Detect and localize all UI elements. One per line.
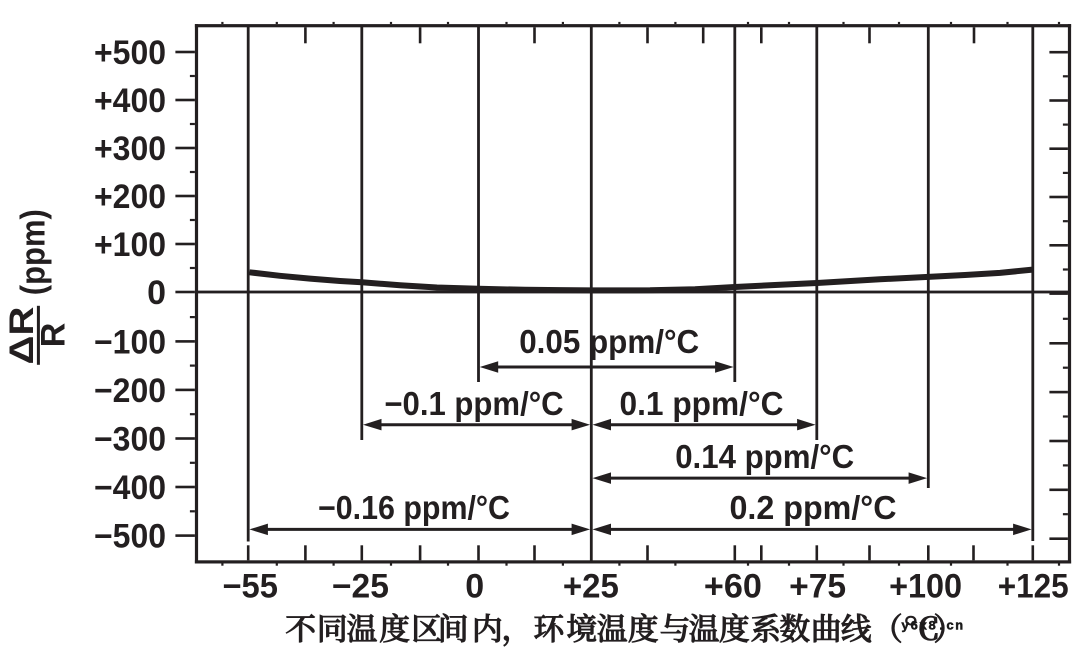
svg-text:+75: +75	[789, 568, 846, 606]
svg-text:+400: +400	[94, 82, 166, 120]
svg-text:0.05 ppm/°C: 0.05 ppm/°C	[519, 323, 699, 360]
svg-text:−200: −200	[94, 372, 166, 410]
svg-text:+25: +25	[563, 568, 619, 606]
svg-text:+100: +100	[889, 568, 962, 606]
svg-text:0: 0	[465, 568, 484, 606]
svg-text:0.14 ppm/°C: 0.14 ppm/°C	[675, 438, 854, 475]
svg-text:−500: −500	[94, 518, 166, 556]
svg-text:−400: −400	[94, 469, 166, 507]
svg-text:+300: +300	[94, 130, 166, 168]
svg-text:−300: −300	[94, 421, 166, 459]
svg-text:−0.1 ppm/°C: −0.1 ppm/°C	[384, 385, 563, 422]
svg-text:+500: +500	[94, 34, 166, 72]
svg-text:ΔR: ΔR	[3, 307, 41, 365]
svg-text:−25: −25	[332, 568, 389, 606]
svg-text:+125: +125	[998, 568, 1069, 606]
svg-text:y6x8.cn: y6x8.cn	[901, 619, 964, 634]
svg-text:−100: −100	[94, 323, 166, 361]
svg-text:0: 0	[147, 274, 166, 312]
svg-text:0.2 ppm/°C: 0.2 ppm/°C	[730, 489, 897, 526]
svg-text:(ppm): (ppm)	[15, 209, 53, 295]
svg-text:+200: +200	[94, 178, 166, 216]
svg-text:R: R	[35, 323, 73, 348]
svg-text:+100: +100	[94, 226, 166, 264]
svg-text:+60: +60	[704, 568, 762, 606]
svg-text:0.1 ppm/°C: 0.1 ppm/°C	[620, 385, 784, 422]
svg-text:−0.16 ppm/°C: −0.16 ppm/°C	[318, 489, 510, 526]
svg-text:−55: −55	[222, 568, 278, 606]
